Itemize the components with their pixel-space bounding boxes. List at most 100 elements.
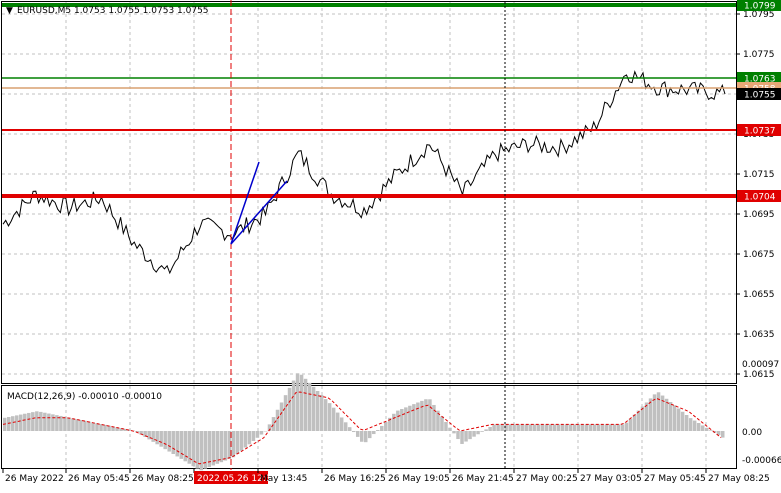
macd-histogram-bar xyxy=(355,431,360,437)
macd-histogram-bar xyxy=(175,431,179,457)
macd-histogram-bar xyxy=(11,416,15,431)
macd-histogram-bar xyxy=(480,431,484,432)
macd-histogram-bar xyxy=(347,427,352,431)
macd-histogram-bar xyxy=(444,422,448,431)
macd-histogram-bar xyxy=(508,424,512,431)
macd-histogram-bar xyxy=(7,416,11,431)
level-badge xyxy=(737,190,781,202)
macd-histogram-bar xyxy=(628,418,633,431)
macd-histogram-bar xyxy=(271,417,276,431)
macd-histogram-bar xyxy=(159,431,163,447)
macd-histogram-bar xyxy=(584,424,589,431)
macd-histogram-bar xyxy=(239,431,244,451)
macd-histogram-bar xyxy=(59,415,63,431)
level-badge-label: 1.0763 xyxy=(744,75,776,85)
time-tick-label: 26 May 08:25 xyxy=(132,474,194,484)
macd-histogram-bar xyxy=(604,424,609,431)
level-badge xyxy=(737,88,781,100)
macd-histogram-bar xyxy=(476,431,480,435)
macd-histogram-bar xyxy=(652,394,657,431)
macd-histogram-bar xyxy=(660,395,665,431)
time-tick-label: 26 May 16:25 xyxy=(324,474,386,484)
macd-histogram-bar xyxy=(552,424,557,431)
macd-histogram-bar xyxy=(195,431,200,469)
macd-histogram-bar xyxy=(231,431,236,458)
macd-histogram-bar xyxy=(147,431,151,440)
macd-histogram-bar xyxy=(219,431,224,463)
macd-histogram-bar xyxy=(696,423,701,431)
macd-histogram-bar xyxy=(15,415,19,431)
macd-histogram-bar xyxy=(295,373,300,431)
macd-histogram-bar xyxy=(275,409,280,431)
macd-histogram-bar xyxy=(55,415,59,431)
macd-histogram-bar xyxy=(67,417,71,431)
macd-histogram-bar xyxy=(396,410,400,431)
level-badge xyxy=(737,0,781,11)
macd-histogram-bar xyxy=(359,431,364,442)
macd-histogram-bar xyxy=(392,413,396,431)
trend-line-diagonal[interactable] xyxy=(230,180,288,245)
macd-histogram-bar xyxy=(676,408,681,431)
macd-histogram-bar xyxy=(472,431,476,437)
macd-tick-label: 0.00 xyxy=(742,428,762,438)
macd-histogram-bar xyxy=(632,414,637,431)
macd-histogram-bar xyxy=(516,424,520,431)
macd-histogram-bar xyxy=(151,431,155,442)
price-tick-label: 1.0635 xyxy=(743,330,775,340)
level-badge-label: 1.0704 xyxy=(744,193,776,203)
macd-histogram-bar xyxy=(187,431,192,464)
macd-histogram-bar xyxy=(91,422,95,431)
macd-histogram-bar xyxy=(616,424,621,431)
macd-histogram-bar xyxy=(339,417,344,431)
macd-title: MACD(12,26,9) -0.00010 -0.00010 xyxy=(7,392,162,402)
macd-histogram-bar xyxy=(636,410,641,431)
trend-lines[interactable] xyxy=(230,161,288,245)
macd-histogram-bar xyxy=(319,395,324,431)
level-badge xyxy=(737,72,781,84)
macd-histogram-bar xyxy=(63,416,67,431)
macd-histogram-bar xyxy=(560,424,565,431)
macd-histogram-bar xyxy=(167,431,171,452)
trend-line-up[interactable] xyxy=(230,161,260,245)
macd-histogram-bar xyxy=(115,427,119,431)
macd-histogram-bar xyxy=(596,424,601,431)
macd-histogram-bar xyxy=(640,406,645,431)
macd-histogram-bar xyxy=(456,431,460,440)
macd-histogram-bar xyxy=(183,431,187,462)
macd-histogram-bar xyxy=(548,424,553,431)
macd-histogram-bar xyxy=(600,424,605,431)
level-badge-label: 1.0755 xyxy=(744,91,776,101)
macd-histogram-bar xyxy=(51,414,55,431)
macd-histogram-bar xyxy=(464,431,468,442)
macd-histogram-bar xyxy=(79,420,83,431)
macd-histogram-bar xyxy=(528,424,532,431)
macd-histogram-bar xyxy=(624,422,629,431)
time-tick-label: 26 May 2022 xyxy=(5,474,64,484)
macd-histogram-bar xyxy=(612,424,617,431)
macd-histogram-bar xyxy=(23,413,27,431)
macd-histogram-bar xyxy=(31,412,35,431)
macd-histogram-bar xyxy=(43,412,47,431)
macd-histogram-bar xyxy=(620,424,625,431)
macd-histogram-bar xyxy=(520,424,524,431)
macd-histogram-bar xyxy=(227,431,232,459)
macd-histogram-bar xyxy=(247,431,252,445)
time-tick-label: 26 May 21:45 xyxy=(452,474,514,484)
macd-histogram-bar xyxy=(215,431,220,464)
macd-histogram-bar xyxy=(179,431,183,459)
level-badge-label: 1.0737 xyxy=(744,127,776,137)
macd-histogram-bar xyxy=(103,424,107,431)
time-tick-label: 27 May 03:05 xyxy=(580,474,642,484)
macd-histogram-bar xyxy=(404,407,408,431)
macd-histogram-bar xyxy=(143,431,147,437)
macd-histogram-bar xyxy=(488,426,492,431)
price-tick-label: 1.0675 xyxy=(743,250,775,260)
menu-arrow-icon[interactable]: ▼ xyxy=(6,6,13,16)
macd-histogram-bar xyxy=(688,418,693,431)
macd-histogram-bar xyxy=(532,424,536,431)
macd-histogram-bar xyxy=(163,431,167,450)
macd-histogram-bar xyxy=(71,418,75,431)
